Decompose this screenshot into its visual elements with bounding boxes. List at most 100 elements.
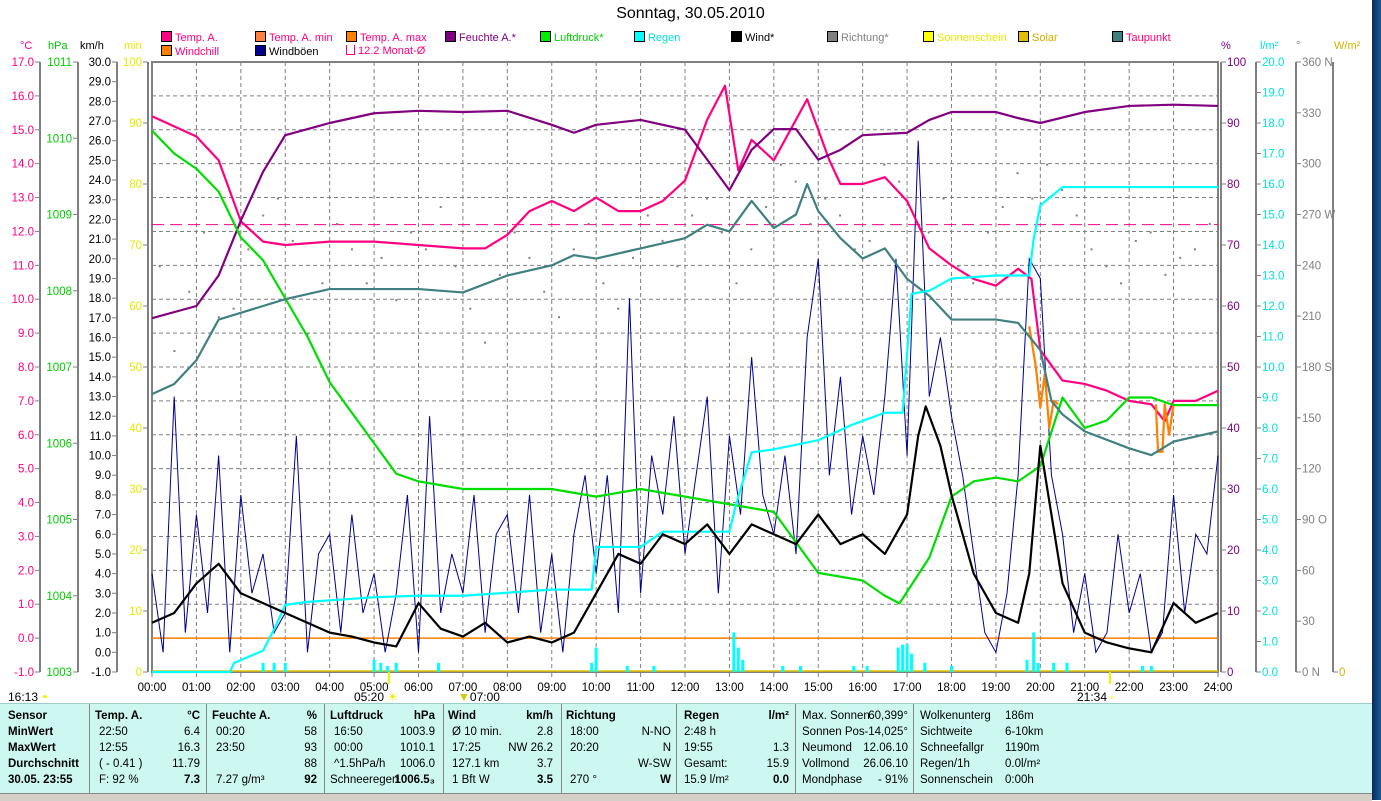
pressure-tick-label: 1006 bbox=[46, 438, 72, 450]
header-sensor: Sensor bbox=[8, 710, 47, 722]
minutes-tick-label: 50 bbox=[129, 362, 142, 374]
direction-point bbox=[957, 265, 960, 268]
x-tick-label: 11:00 bbox=[627, 682, 655, 694]
legend-item[interactable]: Windböen bbox=[255, 45, 319, 58]
header-rain-unit: l/m² bbox=[768, 710, 789, 722]
press-value: 1006.5₃ bbox=[394, 774, 436, 786]
column-divider bbox=[676, 704, 677, 794]
legend-item[interactable]: Solar bbox=[1018, 31, 1058, 44]
x-tick-label: 19:00 bbox=[982, 682, 1011, 694]
direction-tick-label: 0 N bbox=[1302, 667, 1320, 679]
direction-point bbox=[306, 333, 309, 336]
direction-point bbox=[454, 265, 457, 268]
legend-label: Wind* bbox=[745, 32, 775, 44]
rain-bar bbox=[896, 647, 900, 672]
direction-point bbox=[262, 214, 265, 217]
temp-tick-label: 8.0 bbox=[18, 362, 34, 374]
astro-label: Vollmond bbox=[802, 758, 850, 770]
legend-item[interactable]: Wind* bbox=[731, 31, 774, 44]
dir-time: 270 ° bbox=[570, 774, 597, 786]
direction-point bbox=[247, 248, 250, 251]
press-value: 1006.0 bbox=[399, 758, 435, 770]
x-tick-label: 01:00 bbox=[182, 682, 211, 694]
direction-tick-label: 300 bbox=[1302, 159, 1321, 171]
legend-item[interactable]: Regen bbox=[634, 31, 680, 44]
legend-item[interactable]: Temp. A. min bbox=[255, 31, 333, 44]
direction-point bbox=[617, 307, 620, 310]
humidity-tick-label: 0 bbox=[1227, 667, 1233, 679]
rain-bar bbox=[910, 653, 914, 672]
rain-tick-label: 20.0 bbox=[1262, 57, 1284, 69]
rain-bar bbox=[905, 644, 909, 672]
rain-value: 1.3 bbox=[773, 742, 789, 754]
legend-item[interactable]: Temp. A. bbox=[161, 31, 218, 44]
legend-item[interactable]: Sonnenschein bbox=[923, 31, 1007, 44]
dir-time: 18:00 bbox=[570, 726, 599, 738]
direction-point bbox=[217, 316, 220, 319]
rain-bar bbox=[901, 644, 905, 672]
rain-bar bbox=[852, 665, 856, 672]
moon-time: 16:13 ◓ bbox=[8, 690, 49, 704]
legend-item[interactable]: Windchill bbox=[161, 45, 219, 58]
dir-value: N bbox=[662, 742, 671, 754]
rain-bar bbox=[732, 632, 736, 672]
x-tick-label: 08:00 bbox=[493, 682, 522, 694]
x-tick-label: 18:00 bbox=[937, 682, 966, 694]
legend-item[interactable]: Feuchte A.* bbox=[445, 31, 516, 44]
rain-tick-label: 13.0 bbox=[1262, 271, 1284, 283]
series-windboeen bbox=[151, 140, 1219, 654]
rain-bar bbox=[1025, 659, 1029, 672]
direction-point bbox=[498, 273, 501, 276]
temp-time: 22:50 bbox=[99, 726, 128, 738]
humidity-tick-label: 60 bbox=[1227, 301, 1240, 313]
series-feuchte-a bbox=[151, 103, 1219, 320]
rain-tick-label: 4.0 bbox=[1262, 545, 1278, 557]
astro-value: - 91% bbox=[877, 774, 908, 786]
statistics-panel: Sensor MinWert MaxWert Durchschnitt 30.05. 2… bbox=[0, 703, 1372, 794]
direction-point bbox=[942, 197, 945, 200]
legend-item[interactable]: 12.2 Monat-Ø bbox=[346, 45, 425, 57]
arrow-marker-label: 07:00 bbox=[469, 690, 500, 704]
rain-bar bbox=[950, 665, 953, 672]
legend-swatch bbox=[255, 31, 266, 42]
legend-item[interactable]: Temp. A. max bbox=[346, 31, 427, 44]
rain-axis-unit: l/m² bbox=[1260, 40, 1279, 52]
legend-label: Richtung* bbox=[841, 32, 889, 44]
legend-item[interactable]: Richtung* bbox=[827, 31, 889, 44]
temp-value: 7.3 bbox=[184, 774, 200, 786]
row-label: Durchschnitt bbox=[8, 758, 79, 770]
x-tick-label: 09:00 bbox=[537, 682, 566, 694]
misc-value: 6-10km bbox=[1005, 726, 1044, 738]
wind-value: NW 26.2 bbox=[508, 742, 553, 754]
direction-tick-label: 60 bbox=[1302, 565, 1315, 577]
dir-value: N-NO bbox=[641, 726, 671, 738]
minutes-tick-label: 70 bbox=[129, 240, 142, 252]
moon-time-label: 16:13 bbox=[8, 690, 39, 704]
misc-label: Regen/1h bbox=[920, 758, 970, 770]
series-wind bbox=[151, 405, 1219, 654]
humidity-tick-label: 20 bbox=[1227, 545, 1240, 557]
wind-tick-label: 11.0 bbox=[89, 431, 111, 443]
minutes-tick-label: 40 bbox=[129, 423, 142, 435]
direction-tick-label: 360 N bbox=[1302, 57, 1333, 69]
direction-point bbox=[365, 282, 368, 285]
arrow-down-icon: ▼ bbox=[458, 690, 470, 704]
rain-bar bbox=[923, 662, 927, 672]
humidity-axis-unit: % bbox=[1221, 40, 1231, 52]
legend-item[interactable]: Luftdruck* bbox=[540, 31, 604, 44]
minutes-tick-label: 60 bbox=[129, 301, 142, 313]
direction-point bbox=[232, 307, 235, 310]
rain-tick-label: 15.0 bbox=[1262, 210, 1284, 222]
temp-value: 6.4 bbox=[184, 726, 200, 738]
temp-axis-unit: °C bbox=[20, 40, 33, 52]
temp-time: ( - 0.41 ) bbox=[99, 758, 143, 770]
temp-tick-label: 7.0 bbox=[18, 396, 34, 408]
rain-time: 2:48 h bbox=[684, 726, 716, 738]
wind-tick-label: 6.0 bbox=[95, 529, 111, 541]
direction-point bbox=[424, 248, 427, 251]
legend-item[interactable]: Taupunkt bbox=[1112, 31, 1171, 44]
press-time: 16:50 bbox=[334, 726, 363, 738]
temp-tick-label: 16.0 bbox=[12, 91, 34, 103]
rain-tick-label: 14.0 bbox=[1262, 240, 1284, 252]
direction-point bbox=[395, 299, 398, 302]
